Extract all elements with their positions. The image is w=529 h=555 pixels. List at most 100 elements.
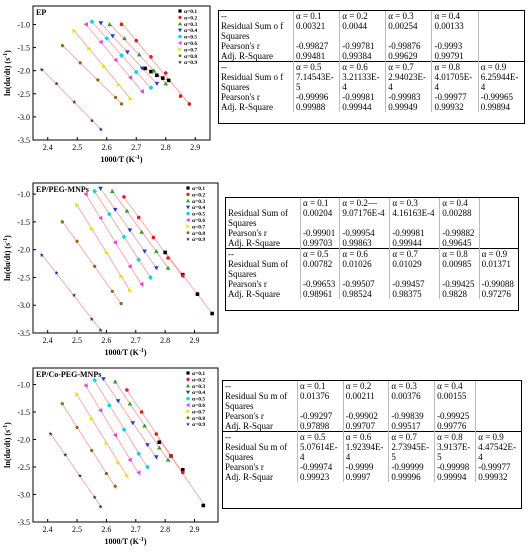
data-point [72, 28, 77, 34]
data-point [75, 239, 79, 243]
table-row: Adj. R-Square 0.99988 0.99944 0.99949 0.9993… [219, 102, 524, 112]
data-series [122, 195, 185, 278]
data-point [139, 229, 144, 234]
y-axis-label-text: ln(dα/dt) (s [3, 58, 12, 96]
column-header [478, 11, 524, 21]
data-point [154, 81, 160, 86]
table-cell [476, 421, 521, 432]
data-point [142, 249, 147, 254]
x-axis-label-sup: -1 [139, 348, 144, 354]
data-series [157, 440, 206, 508]
y-tick-label: -1.5 [17, 408, 30, 417]
table-cell: 0.99944 [339, 102, 387, 112]
data-point [163, 250, 167, 255]
x-axis-label-end: ) [144, 537, 147, 546]
legend-label: α=0.5 [184, 35, 197, 41]
data-point [112, 207, 118, 212]
fit-line [92, 378, 150, 471]
data-point [145, 443, 150, 448]
data-point [157, 440, 162, 445]
legend-marker [185, 205, 191, 210]
table-row: Pearson's r -0.99996 -0.99981 -0.99983 -0.99… [219, 92, 524, 102]
chart-title: EP/PEG-MNPs [36, 185, 89, 194]
legend-label: α=0.9 [192, 422, 205, 428]
data-series [92, 377, 150, 470]
table-cell: -0.9999 [343, 462, 390, 472]
data-point [128, 96, 133, 101]
table-cell: 0.99932 [431, 102, 479, 112]
y-tick-label: -1.0 [17, 20, 30, 29]
fit-statistics-table: -- α = 0.1 α = 0.2 α = 0.3 α = 0.4 Residual S… [223, 381, 521, 482]
table-row: Residual Su m of Squares 5.07614E-4 1.9239… [223, 442, 521, 462]
row-label [226, 198, 301, 208]
legend-marker [186, 416, 190, 420]
data-point [122, 195, 126, 199]
data-point [110, 289, 115, 293]
y-axis-label: ln(dα/dt) (s-1) [3, 235, 12, 281]
table-header-row: -- α = 0.1 α = 0.2 α = 0.3 α = 0.4 [223, 381, 521, 391]
legend-label: α=0.5 [192, 212, 205, 218]
table-cell: 9.07176E-4 [339, 208, 391, 228]
table-cell: 2.94023E-4 [385, 72, 433, 92]
row-label: Residual Su m of Squares [223, 391, 298, 411]
data-point [161, 76, 165, 80]
data-point [122, 36, 127, 41]
table-cell: -0.99902 [343, 411, 390, 421]
table-cell: -0.99507 [339, 279, 391, 289]
data-point [75, 392, 80, 397]
table-cell: 7.14543E-5 [293, 72, 341, 92]
data-point [39, 253, 44, 257]
table-row: Pearson's r -0.99653 -0.99507 -0.99457 -0.99… [226, 279, 518, 289]
data-point [169, 454, 173, 458]
table-cell: -0.99981 [389, 228, 441, 238]
row-label: Adj. R-Squar [223, 472, 298, 482]
data-point [151, 68, 157, 73]
data-point [92, 495, 97, 499]
column-header: α = 0.4 [439, 198, 480, 208]
data-series [48, 431, 103, 509]
column-header: α = 0.3 [388, 381, 436, 391]
data-point [195, 292, 200, 296]
table-cell: 0.99994 [434, 472, 477, 482]
table-cell: 0.9997 [343, 472, 390, 482]
table-row: Residual Sum of Squares 0.00782 0.01026 0.0… [226, 259, 518, 279]
legend-marker [177, 21, 183, 26]
column-header: α = 0.2 [339, 11, 387, 21]
x-axis-label: 1000/T (K-1) [105, 537, 147, 546]
legend-label: α=0.1 [184, 9, 197, 15]
table-header-row: -- α = 0.1 α = 0.2 α = 0.3 α = 0.4 [219, 11, 524, 21]
table-cell [479, 228, 518, 238]
data-point [130, 421, 136, 426]
data-point [98, 127, 103, 132]
table-cell: 0.98524 [339, 289, 391, 299]
column-header: α = 0.8 [434, 431, 477, 442]
table-row: Adj. R-Squar 0.99923 0.9997 0.99996 0.99994 0… [223, 472, 521, 482]
fit-line [125, 387, 185, 476]
data-point [98, 39, 103, 45]
legend-marker [178, 15, 182, 19]
y-tick-label: -2.0 [17, 246, 30, 255]
y-tick-label: -3.0 [17, 113, 30, 122]
fit-line [98, 186, 159, 271]
data-point [107, 22, 112, 27]
legend-label: α=0.7 [192, 224, 205, 230]
table-cell: -0.99925 [434, 411, 477, 421]
legend-marker [185, 390, 191, 395]
table-row: Pearson's r -0.99297 -0.99902 -0.99839 -0.99… [223, 411, 521, 421]
fit-statistics-table: -- α = 0.1 α = 0.2 α = 0.3 α = 0.4 Residual S… [219, 11, 524, 112]
row-label: Pearson's r [226, 228, 301, 238]
data-point [112, 379, 118, 384]
data-point [92, 264, 97, 268]
table-row: Pearson's r -0.99974 -0.9999 -0.99999 -0.999… [223, 462, 521, 472]
data-point [96, 78, 100, 82]
data-series [107, 22, 169, 86]
data-point [165, 265, 171, 270]
data-series [60, 402, 118, 488]
table-cell: -0.99882 [439, 228, 480, 238]
fit-line [119, 21, 192, 106]
data-point [134, 38, 139, 43]
data-point [187, 102, 192, 106]
data-point [143, 66, 147, 71]
table-cell [479, 208, 518, 228]
data-point [148, 85, 154, 91]
